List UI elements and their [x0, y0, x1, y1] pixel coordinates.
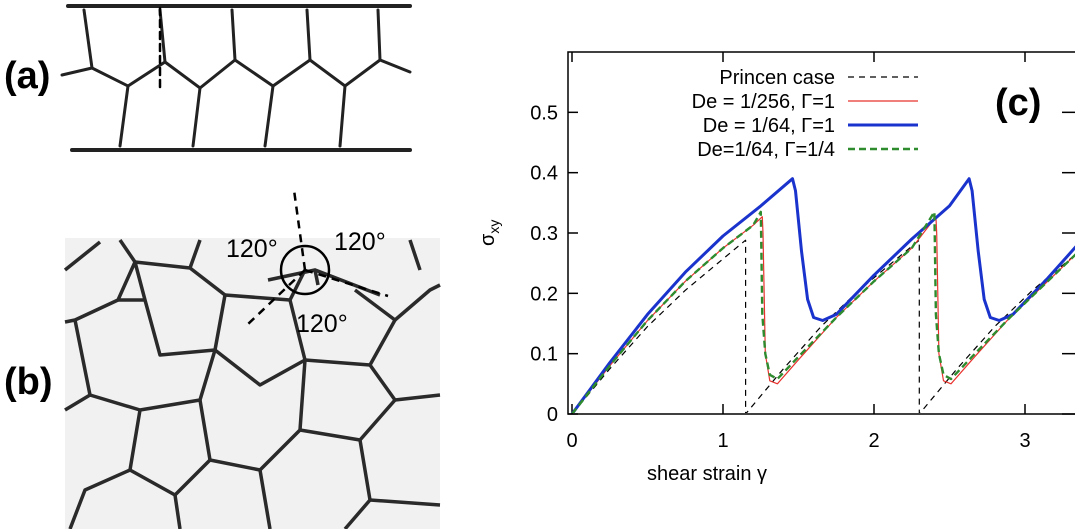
x-tick-label: 3 — [1019, 430, 1030, 452]
series-line-2 — [570, 177, 1075, 413]
y-axis-label: σxy — [477, 220, 502, 246]
angle-label-right: 120° — [334, 228, 386, 256]
x-tick-label: 1 — [717, 430, 728, 452]
panel-a-image — [60, 4, 412, 152]
y-tick-label: 0.2 — [530, 283, 558, 305]
x-axis-label: shear strain γ — [647, 463, 767, 485]
x-tick-label: 0 — [566, 430, 577, 452]
x-tick-label: 2 — [868, 430, 879, 452]
panel-c-label: (c) — [995, 82, 1041, 124]
panel-a-label: (a) — [4, 55, 50, 97]
angle-label-bottom: 120° — [296, 310, 348, 338]
series-line-3 — [571, 210, 1075, 413]
y-tick-label: 0.4 — [530, 163, 558, 185]
axis-ticks: 0 0.1 0.2 0.3 0.4 0.5 0 1 2 3 — [530, 52, 1075, 452]
legend-label-0: Princen case — [719, 67, 835, 89]
angle-label-left: 120° — [226, 235, 278, 263]
y-tick-label: 0.3 — [530, 223, 558, 245]
series-line-0 — [572, 239, 1075, 413]
series-layer — [570, 177, 1075, 413]
y-tick-label: 0.5 — [530, 102, 558, 124]
panel-b-label: (b) — [4, 361, 53, 403]
panel-b-image: 120° 120° 120° — [63, 189, 441, 529]
legend-label-3: De=1/64, Γ=1/4 — [697, 139, 835, 161]
legend-label-1: De = 1/256, Γ=1 — [692, 91, 835, 113]
y-tick-label: 0 — [547, 404, 558, 426]
legend-label-2: De = 1/64, Γ=1 — [703, 115, 835, 137]
y-tick-label: 0.1 — [530, 344, 558, 366]
